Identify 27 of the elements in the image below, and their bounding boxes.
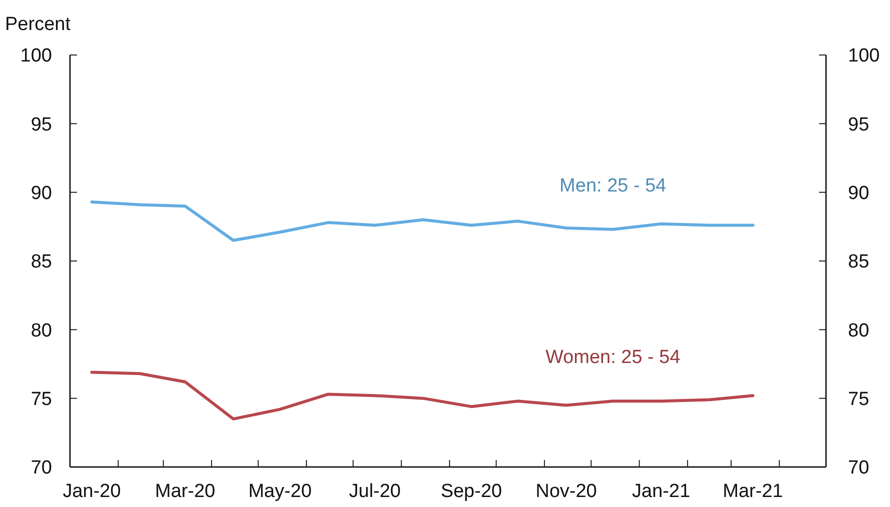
y2-tick-label: 100 [848, 46, 880, 67]
x-tick-label: May-20 [248, 481, 312, 502]
y2-tick-label: 75 [848, 388, 870, 410]
y-tick-label: 70 [30, 458, 52, 479]
y-tick-label: 100 [20, 46, 52, 67]
y2-tick-label: 85 [848, 252, 870, 273]
y-tick-label: 95 [30, 114, 52, 136]
y-tick-label: 80 [30, 320, 52, 342]
line-series [90, 200, 754, 242]
x-tick-label: Nov-20 [536, 481, 597, 502]
y2-tick-label: 95 [848, 114, 870, 136]
y-tick-label: 90 [30, 182, 52, 204]
series-label: Men: 25 - 54 [560, 175, 667, 196]
y2-tick-label: 90 [848, 182, 870, 204]
y-tick-label: 75 [30, 388, 52, 410]
x-tick-label: Jan-21 [632, 481, 690, 502]
x-tick-label: Sep-20 [440, 481, 502, 502]
y-tick-label: 85 [30, 252, 52, 273]
y2-tick-label: 80 [848, 320, 870, 342]
y2-tick-label: 70 [848, 458, 870, 479]
x-tick-label: Mar-21 [722, 481, 783, 502]
line-series [90, 370, 754, 420]
x-tick-label: Jan-20 [62, 481, 121, 502]
x-tick-label: Mar-20 [155, 481, 216, 502]
series-label: Women: 25 - 54 [545, 347, 681, 368]
y-axis-title: Percent [5, 14, 72, 35]
x-tick-label: Jul-20 [349, 481, 401, 502]
